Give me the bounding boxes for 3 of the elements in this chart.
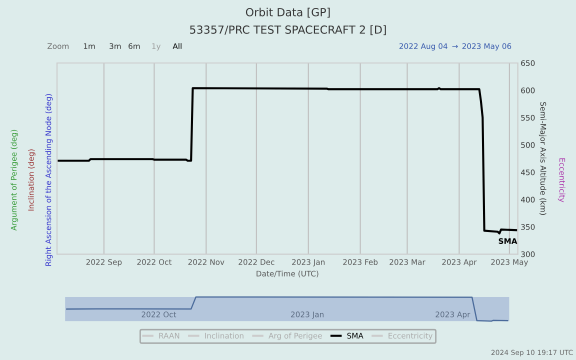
chart-subtitle: 53357/PRC TEST SPACECRAFT 2 [D] [190,25,386,36]
line-series [58,87,518,234]
chart-title: Orbit Data [GP] [246,8,330,18]
